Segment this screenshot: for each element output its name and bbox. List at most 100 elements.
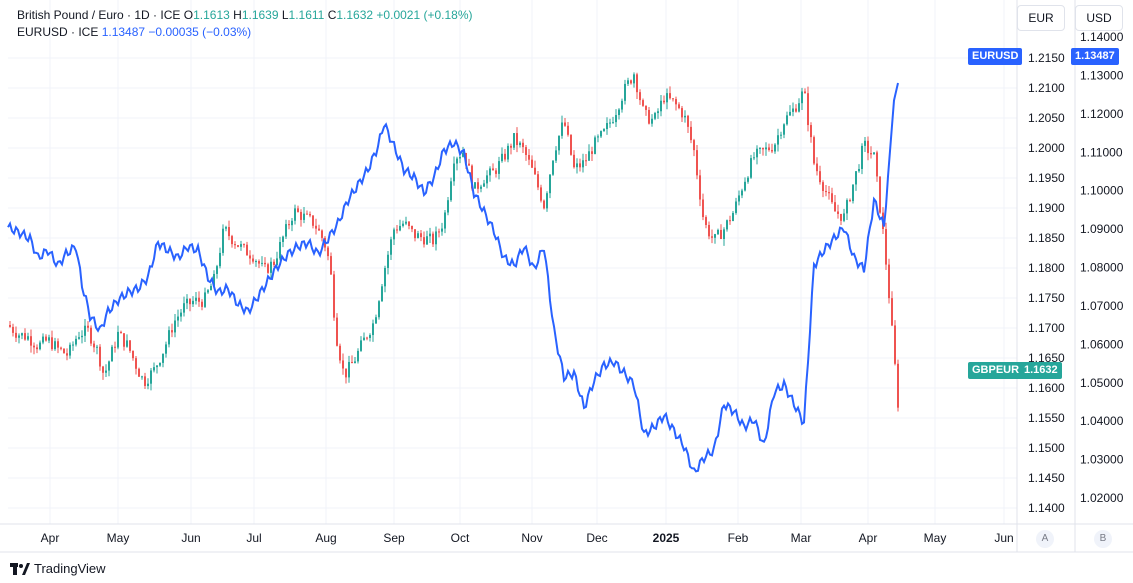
candle-body	[621, 100, 623, 110]
candle-body	[816, 163, 818, 172]
candle-body	[492, 168, 494, 171]
eur-tick-label: 1.1750	[1028, 291, 1065, 305]
compare-series-legend[interactable]: EURUSD · ICE 1.13487 −0.00035 (−0.03%)	[17, 25, 251, 39]
usd-axis-button[interactable]: USD	[1075, 5, 1123, 31]
candle-body	[348, 361, 350, 378]
candle-body	[588, 151, 590, 161]
tradingview-logo[interactable]: TradingView	[10, 561, 106, 576]
candle-body	[681, 108, 683, 118]
time-tick-label: Jul	[246, 531, 261, 545]
candle-body	[153, 367, 155, 371]
candle-body	[474, 182, 476, 189]
time-tick-label: May	[107, 531, 130, 545]
candle-body	[804, 91, 806, 94]
candle-body	[33, 345, 35, 348]
candle-body	[405, 221, 407, 224]
main-series-legend[interactable]: British Pound / Euro · 1D · ICE O1.1613 …	[17, 8, 473, 22]
candle-body	[303, 213, 305, 220]
eurusd-price-tag: 1.13487	[1071, 48, 1119, 65]
high-label: H	[233, 8, 242, 22]
candle-body	[165, 344, 167, 354]
candle-body	[42, 336, 44, 343]
candle-body	[888, 264, 890, 299]
candle-body	[264, 262, 266, 265]
candle-body	[456, 158, 458, 164]
candle-body	[402, 223, 404, 226]
candle-body	[789, 111, 791, 116]
grid-lines	[8, 0, 1017, 524]
candle-body	[429, 233, 431, 237]
time-tick-label: Aug	[315, 531, 336, 545]
candle-body	[282, 236, 284, 242]
candle-body	[258, 261, 260, 264]
candle-body	[144, 376, 146, 386]
candle-body	[792, 108, 794, 112]
candle-body	[318, 228, 320, 231]
candle-body	[747, 177, 749, 182]
candle-body	[333, 274, 335, 318]
candle-body	[897, 363, 899, 408]
candle-body	[702, 199, 704, 218]
eur-tick-label: 1.2150	[1028, 51, 1065, 65]
candle-body	[561, 122, 563, 136]
candle-body	[525, 147, 527, 155]
close-label: C	[327, 8, 337, 22]
candle-body	[852, 184, 854, 202]
candle-body	[162, 353, 164, 363]
candle-body	[180, 312, 182, 317]
candle-body	[375, 317, 377, 324]
candle-body	[78, 337, 80, 339]
eur-price-axis[interactable]: 1.2150 1.2100 1.2050 1.2000 1.1950 1.1900 1.18…	[1028, 51, 1065, 515]
auto-scale-button[interactable]: A	[1036, 530, 1054, 548]
axis-borders	[0, 0, 1133, 553]
candle-body	[18, 335, 20, 338]
usd-tick-label: 1.10000	[1080, 184, 1124, 198]
candle-body	[783, 124, 785, 135]
candle-body	[513, 133, 515, 148]
eur-axis-button[interactable]: EUR	[1017, 5, 1065, 31]
candle-body	[660, 100, 662, 112]
candle-body	[675, 99, 677, 105]
candle-body	[507, 145, 509, 160]
candle-body	[543, 200, 545, 209]
candle-body	[60, 347, 62, 349]
candle-body	[564, 122, 566, 126]
candle-body	[468, 163, 470, 166]
candle-body	[39, 342, 41, 350]
usd-tick-label: 1.04000	[1080, 414, 1124, 428]
candle-body	[585, 160, 587, 162]
candle-body	[537, 174, 539, 188]
candle-body	[198, 297, 200, 302]
usd-tick-label: 1.08000	[1080, 261, 1124, 275]
candle-body	[744, 181, 746, 191]
candle-body	[243, 244, 245, 246]
time-tick-label: 2025	[653, 531, 680, 545]
candle-body	[861, 145, 863, 169]
candle-body	[387, 254, 389, 268]
candle-body	[651, 118, 653, 124]
candle-body	[87, 325, 89, 328]
candle-body	[663, 100, 665, 103]
candle-body	[51, 337, 53, 350]
candle-body	[363, 337, 365, 341]
candle-body	[135, 358, 137, 369]
candle-body	[459, 156, 461, 159]
candle-body	[84, 325, 86, 336]
candle-body	[684, 115, 686, 118]
candle-body	[234, 244, 236, 246]
time-tick-label: Nov	[521, 531, 542, 545]
candle-body	[810, 125, 812, 138]
candle-body	[738, 195, 740, 202]
candle-body	[603, 129, 605, 132]
usd-price-axis[interactable]: 1.14000 1.13000 1.12000 1.11000 1.10000 1.090…	[1080, 30, 1124, 505]
log-scale-button[interactable]: B	[1094, 530, 1112, 548]
candle-body	[102, 366, 104, 373]
eur-tick-label: 1.1850	[1028, 231, 1065, 245]
time-axis[interactable]: Apr May Jun Jul Aug Sep Oct Nov Dec 2025 Feb Mar Apr…	[41, 531, 1014, 545]
candle-body	[192, 300, 194, 305]
candle-body	[24, 333, 26, 340]
candle-body	[30, 336, 32, 346]
candle-body	[69, 344, 71, 356]
eur-tick-label: 1.1450	[1028, 471, 1065, 485]
